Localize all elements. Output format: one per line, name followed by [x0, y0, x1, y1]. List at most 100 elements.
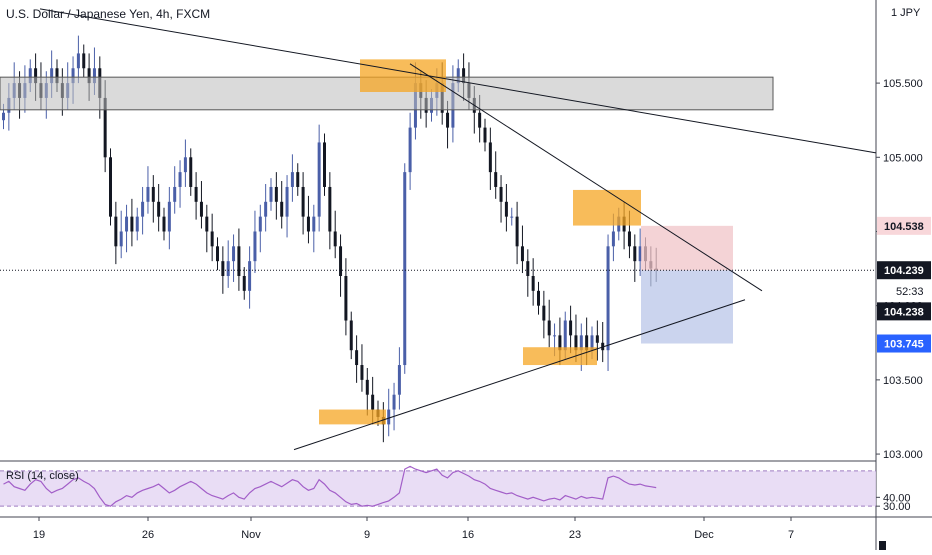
candle-body: [103, 97, 107, 158]
candle-body: [611, 231, 615, 247]
highlight-box: [319, 409, 386, 425]
candle-body: [189, 157, 193, 187]
highlight-box: [573, 189, 641, 226]
candle-body: [135, 216, 139, 232]
candle-body: [446, 112, 450, 128]
candle-body: [119, 231, 123, 247]
candle-body: [178, 172, 182, 187]
candle-body: [510, 216, 514, 218]
candle-body: [542, 305, 546, 321]
candle-body: [317, 142, 321, 217]
candle-body: [601, 342, 605, 351]
candle-body: [504, 201, 508, 217]
candle-body: [365, 379, 369, 395]
candle-body: [537, 290, 540, 306]
price-tick-label: 103.000: [883, 449, 923, 461]
countdown-label: 52:33: [896, 286, 924, 298]
candle-body: [638, 246, 642, 262]
candle-body: [173, 186, 177, 202]
candle-body: [109, 157, 112, 217]
time-tick-label: 26: [142, 529, 154, 541]
candle-body: [274, 186, 278, 202]
candle-body: [216, 246, 219, 262]
stop-price-tag-bg: [877, 216, 931, 235]
candle-body: [520, 246, 524, 262]
candle-body: [328, 186, 332, 232]
candle-body: [130, 216, 134, 232]
candle-body: [323, 142, 326, 187]
candle-body: [606, 246, 610, 351]
candle-body: [627, 231, 631, 247]
candle-body: [221, 261, 225, 276]
rsi-tick-label: 30.00: [883, 501, 911, 513]
candle-body: [403, 172, 407, 366]
candle-body: [151, 186, 155, 202]
time-tick-label: Nov: [241, 529, 261, 541]
highlight-box: [360, 59, 446, 92]
candle-body: [210, 231, 214, 247]
candle-body: [92, 68, 96, 84]
candle-body: [183, 157, 187, 173]
candle-body: [258, 216, 262, 232]
candle-body: [264, 201, 268, 217]
candle-body: [242, 276, 246, 291]
candle-body: [574, 335, 578, 351]
candle-body: [526, 261, 530, 276]
candle-body: [488, 142, 492, 173]
candle-body: [360, 365, 364, 380]
candle-body: [371, 394, 375, 410]
candle-body: [515, 216, 519, 247]
descending-trendline-short: [409, 63, 763, 292]
candle-body: [114, 216, 118, 247]
candle-body: [344, 276, 348, 321]
chart-title: U.S. Dollar / Japanese Yen, 4h, FXCM: [6, 7, 211, 21]
candle-body: [547, 320, 551, 336]
candle-body: [392, 394, 396, 410]
candle-body: [579, 335, 583, 351]
candle-body: [590, 335, 594, 351]
candle-body: [226, 261, 230, 276]
price-tick-label: 103.500: [883, 375, 923, 387]
time-tick-label: 19: [33, 529, 45, 541]
candle-body: [595, 335, 599, 343]
candle-body: [339, 246, 343, 276]
candle-body: [232, 246, 236, 262]
candle-body: [355, 350, 359, 366]
candle-body: [76, 53, 80, 69]
candle-body: [199, 201, 203, 217]
rsi-label: RSI (14, close): [6, 470, 79, 482]
corner-marker: [879, 541, 886, 550]
rsi-line: [3, 465, 657, 507]
candle-body: [285, 186, 289, 217]
candle-body: [162, 216, 166, 232]
candle-body: [301, 186, 305, 217]
ascending-trendline: [293, 299, 746, 451]
candle-body: [553, 335, 557, 337]
candle-body: [87, 68, 91, 84]
entry-price-tag-bg: [877, 302, 931, 321]
candle-body: [397, 365, 401, 395]
descending-trendline-long: [39, 8, 877, 154]
candle-body: [306, 216, 310, 232]
price-tick-label: 105.500: [883, 78, 923, 90]
candle-body: [167, 201, 171, 232]
candle-body: [71, 68, 75, 84]
take-profit-zone: [641, 270, 733, 344]
stop-loss-zone: [641, 225, 733, 271]
candle-body: [28, 68, 32, 84]
countdown-bg: [877, 283, 931, 300]
candle-body: [531, 276, 535, 291]
candle-body: [296, 172, 300, 187]
last-price-tag: 104.239: [884, 265, 924, 277]
candle-body: [456, 68, 460, 84]
time-tick-label: 23: [569, 529, 581, 541]
entry-price-tag: 104.238: [884, 306, 924, 318]
rsi-band: [0, 470, 876, 507]
candle-body: [569, 320, 573, 336]
time-tick-label: Dec: [694, 529, 714, 541]
candle-body: [558, 335, 562, 351]
candle-body: [494, 172, 498, 187]
candle-body: [141, 201, 145, 217]
time-tick-label: 9: [364, 529, 370, 541]
